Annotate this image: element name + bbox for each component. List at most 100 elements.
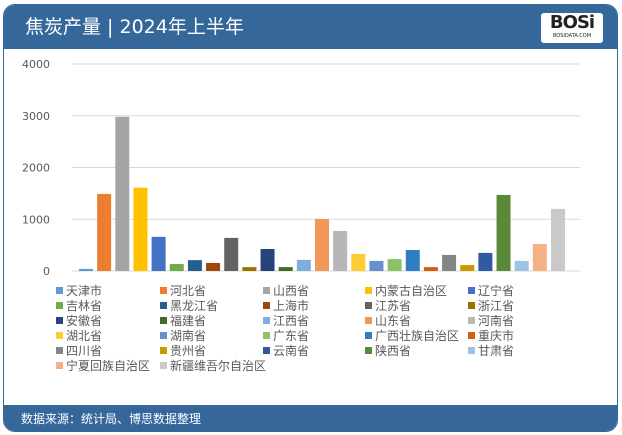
legend-item: 黑龙江省 (160, 299, 218, 313)
bar-天津市 (79, 268, 93, 271)
legend-item: 广西壮族自治区 (365, 329, 459, 343)
legend-swatch (263, 332, 270, 339)
data-source: 数据来源：统计局、博思数据整理 (21, 412, 202, 426)
legend-item: 云南省 (263, 344, 309, 358)
legend-swatch (365, 347, 372, 354)
bar-内蒙古自治区 (133, 187, 148, 271)
bar-辽宁省 (151, 236, 166, 271)
legend-swatch (56, 302, 63, 309)
bar-四川省 (442, 254, 457, 271)
y-tick-label: 2000 (22, 162, 50, 175)
legend-swatch (365, 287, 372, 294)
legend-item: 新疆维吾尔自治区 (160, 359, 266, 373)
legend-item: 湖北省 (56, 329, 102, 343)
legend-swatch (56, 362, 63, 369)
legend-label: 甘肃省 (478, 344, 515, 358)
header-bar: 焦炭产量 | 2024年上半年 BOSi BOSIDATA.COM (4, 5, 617, 49)
footer-bar: 数据来源：统计局、博思数据整理 (4, 405, 617, 431)
legend-label: 福建省 (170, 314, 207, 328)
legend-item: 吉林省 (56, 299, 102, 313)
legend-swatch (160, 347, 167, 354)
legend-swatch (160, 287, 167, 294)
bar-福建省 (278, 267, 293, 271)
legend-swatch (160, 302, 167, 309)
legend-label: 江苏省 (375, 299, 412, 313)
legend-label: 安徽省 (66, 314, 103, 328)
legend-label: 新疆维吾尔自治区 (170, 359, 267, 373)
legend-item: 四川省 (56, 344, 102, 358)
legend-item: 广东省 (263, 329, 309, 343)
legend-item: 甘肃省 (468, 344, 514, 358)
bar-湖北省 (351, 253, 366, 271)
legend-swatch (468, 347, 475, 354)
legend-label: 山东省 (375, 314, 412, 328)
bar-安徽省 (260, 249, 275, 271)
bar-河北省 (97, 193, 112, 271)
bar-新疆维吾尔自治区 (551, 208, 565, 271)
bar-河南省 (333, 230, 348, 271)
bar-云南省 (478, 252, 493, 271)
legend-swatch (365, 302, 372, 309)
legend-swatch (263, 302, 270, 309)
y-tick-label: 1000 (22, 213, 50, 226)
bar-山东省 (315, 218, 329, 271)
bar-山西省 (115, 116, 130, 271)
legend-swatch (263, 347, 270, 354)
bar-广西壮族自治区 (405, 250, 420, 271)
y-tick-label: 4000 (22, 58, 50, 71)
legend-label: 河北省 (170, 284, 207, 298)
legend-swatch (263, 317, 270, 324)
legend-label: 黑龙江省 (170, 299, 219, 313)
bar-江西省 (296, 259, 311, 271)
legend-item: 浙江省 (468, 299, 514, 313)
bar-湖南省 (369, 260, 384, 271)
y-tick-label: 0 (43, 265, 50, 278)
legend-item: 湖南省 (160, 329, 206, 343)
bar-甘肃省 (514, 260, 529, 271)
bar-吉林省 (169, 264, 184, 271)
bar-贵州省 (460, 265, 475, 271)
bar-重庆市 (423, 267, 438, 271)
legend-label: 宁夏回族自治区 (66, 359, 151, 373)
legend-item: 重庆市 (468, 329, 514, 343)
bar-宁夏回族自治区 (532, 244, 547, 271)
legend-swatch (365, 317, 372, 324)
legend-item: 上海市 (263, 299, 309, 313)
legend-label: 河南省 (478, 314, 515, 328)
legend-label: 内蒙古自治区 (375, 284, 448, 298)
legend-swatch (160, 362, 167, 369)
bar-陕西省 (496, 194, 511, 271)
legend-label: 辽宁省 (478, 284, 515, 298)
legend-swatch (468, 317, 475, 324)
legend-item: 山西省 (263, 284, 309, 298)
legend-item: 辽宁省 (468, 284, 514, 298)
legend-swatch (160, 317, 167, 324)
legend-swatch (56, 287, 63, 294)
legend-item: 山东省 (365, 314, 411, 328)
legend-label: 吉林省 (66, 299, 103, 313)
legend-item: 安徽省 (56, 314, 102, 328)
legend-item: 宁夏回族自治区 (56, 359, 150, 373)
legend-label: 云南省 (273, 344, 310, 358)
legend-label: 山西省 (273, 284, 310, 298)
legend-item: 内蒙古自治区 (365, 284, 447, 298)
bar-上海市 (206, 262, 221, 271)
legend-swatch (56, 332, 63, 339)
legend-swatch (468, 332, 475, 339)
legend-label: 广西壮族自治区 (375, 329, 460, 343)
bar-江苏省 (224, 237, 239, 271)
legend-item: 江西省 (263, 314, 309, 328)
legend-swatch (365, 332, 372, 339)
bar-广东省 (387, 259, 402, 271)
legend-swatch (56, 347, 63, 354)
legend-item: 河南省 (468, 314, 514, 328)
legend-item: 天津市 (56, 284, 102, 298)
bosi-logo: BOSi BOSIDATA.COM (541, 13, 603, 43)
legend-swatch (468, 287, 475, 294)
bar-黑龙江省 (187, 260, 202, 271)
legend-label: 湖北省 (66, 329, 103, 343)
legend-label: 重庆市 (478, 329, 515, 343)
legend-item: 江苏省 (365, 299, 411, 313)
legend-label: 贵州省 (170, 344, 207, 358)
